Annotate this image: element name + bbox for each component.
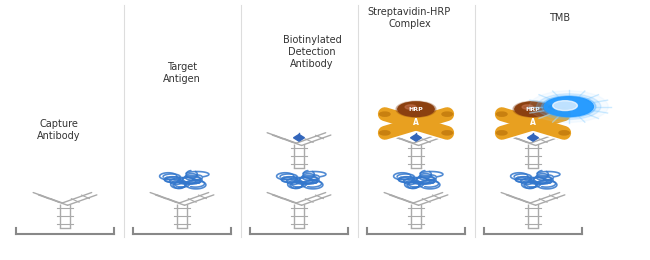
Circle shape [513, 101, 553, 117]
Circle shape [405, 105, 416, 109]
Text: A: A [413, 118, 419, 127]
Circle shape [442, 112, 452, 116]
Polygon shape [294, 134, 304, 141]
Circle shape [544, 97, 593, 116]
Circle shape [398, 102, 434, 116]
Circle shape [497, 112, 507, 116]
Text: Biotinylated
Detection
Antibody: Biotinylated Detection Antibody [283, 35, 341, 69]
Text: HRP: HRP [409, 107, 423, 112]
Circle shape [537, 94, 601, 119]
Circle shape [522, 105, 533, 109]
Polygon shape [528, 134, 538, 141]
Circle shape [541, 96, 596, 118]
Text: TMB: TMB [549, 13, 571, 23]
Text: Streptavidin-HRP
Complex: Streptavidin-HRP Complex [368, 7, 451, 29]
Circle shape [380, 131, 390, 135]
Circle shape [380, 112, 390, 116]
Text: A: A [530, 118, 536, 127]
Circle shape [552, 101, 577, 110]
Circle shape [396, 101, 436, 117]
Circle shape [559, 112, 569, 116]
Text: HRP: HRP [526, 107, 540, 112]
Polygon shape [411, 134, 421, 141]
Text: Capture
Antibody: Capture Antibody [37, 119, 80, 141]
Circle shape [442, 131, 452, 135]
Circle shape [497, 131, 507, 135]
Text: Target
Antigen: Target Antigen [163, 62, 201, 84]
Circle shape [529, 91, 608, 122]
Circle shape [515, 102, 551, 116]
Circle shape [559, 131, 569, 135]
